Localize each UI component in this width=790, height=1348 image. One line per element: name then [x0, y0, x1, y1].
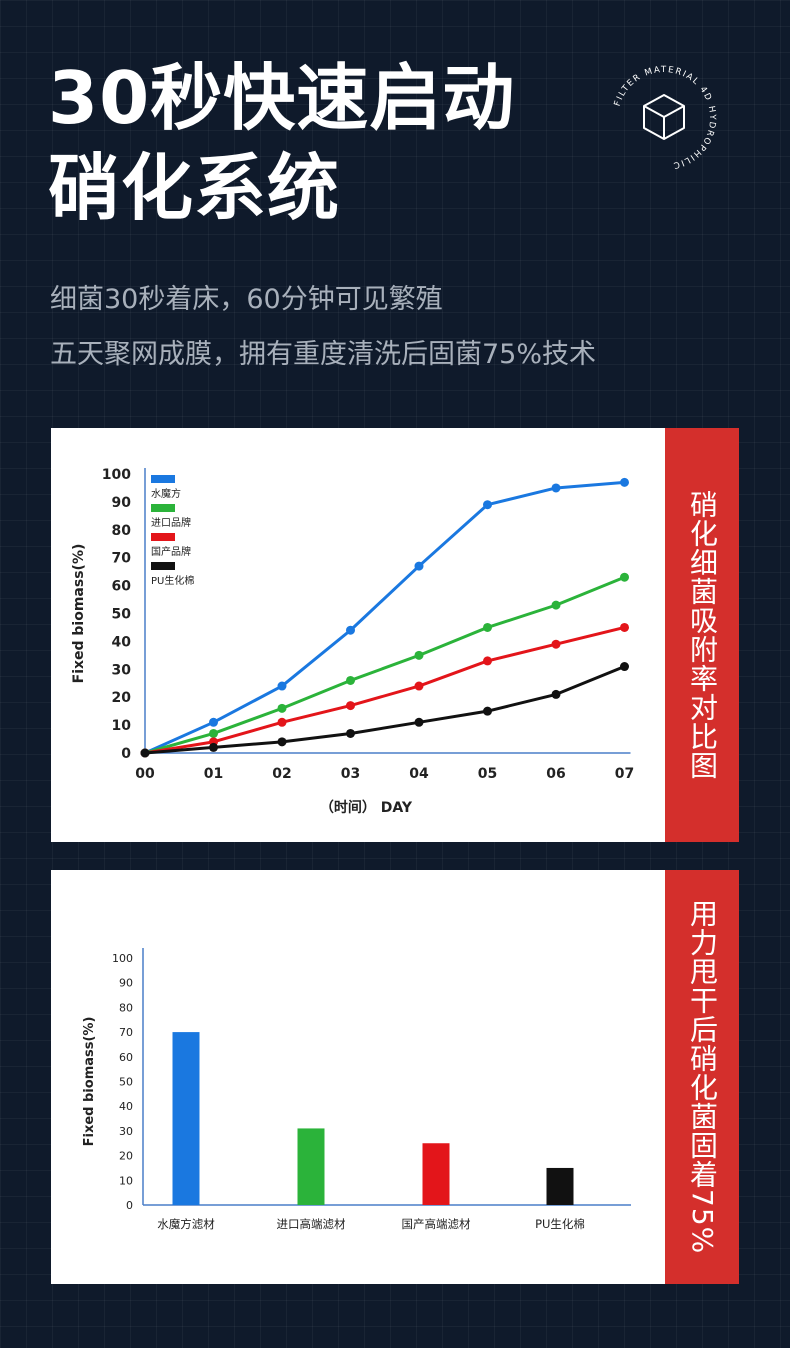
legend-swatch-4: [151, 562, 175, 570]
line-chart-panel: 0 10 20 30 40 50 60 70 80 90 100 00 01 02 03 04 05 06 07 Fi…: [51, 428, 665, 842]
bar-3: [422, 1143, 450, 1205]
subtitle-line1: 细菌30秒着床，60分钟可见繁殖: [50, 284, 443, 315]
line-chart-side-label-bar: 硝化细菌吸附率对比图: [665, 428, 739, 842]
legend-swatch-2: [151, 504, 175, 512]
legend-label-1: 水魔方: [151, 487, 181, 500]
data-point: [414, 650, 424, 660]
x-tick-label: 02: [272, 766, 291, 782]
data-point: [346, 728, 355, 738]
data-point: [277, 703, 287, 713]
data-point: [277, 717, 287, 727]
data-point: [277, 681, 287, 691]
y-axis-label: Fixed biomass(%): [82, 1017, 97, 1147]
data-point: [277, 737, 287, 747]
cube-icon: [643, 94, 685, 140]
y-tick-label: 0: [121, 746, 131, 762]
legend-label-4: PU生化棉: [151, 574, 194, 587]
y-tick-label: 40: [119, 1100, 133, 1113]
data-point: [483, 656, 492, 666]
data-point: [551, 600, 561, 610]
legend-label-3: 国产品牌: [151, 545, 191, 558]
y-tick-label: 20: [119, 1150, 133, 1163]
x-tick-label: 05: [478, 766, 497, 782]
data-point: [620, 662, 629, 672]
y-tick-label: 30: [119, 1125, 133, 1138]
y-tick-label: 20: [112, 690, 132, 706]
x-axis-label: （时间） DAY: [320, 799, 413, 816]
y-tick-label: 100: [102, 467, 131, 483]
y-tick-label: 50: [112, 607, 132, 623]
y-tick-label: 30: [112, 662, 132, 678]
data-point: [620, 622, 629, 632]
data-point: [140, 748, 150, 758]
data-point: [209, 742, 218, 752]
series-line-2: [144, 575, 626, 755]
legend-swatch-3: [151, 533, 175, 541]
line-chart: 0 10 20 30 40 50 60 70 80 90 100 00 01 02 03 04 05 06 07 Fi…: [71, 467, 634, 816]
data-point: [620, 477, 629, 487]
bar-4: [546, 1167, 574, 1205]
y-tick-label: 90: [119, 977, 133, 990]
series-line-1: [144, 480, 625, 755]
x-tick-label: 04: [409, 766, 429, 782]
data-point: [551, 689, 561, 699]
data-point: [551, 483, 561, 493]
data-point: [483, 500, 492, 510]
page-title-line1: 30秒快速启动: [48, 56, 516, 140]
legend-label-2: 进口品牌: [151, 516, 191, 529]
category-label-1: 水魔方滤材: [157, 1217, 215, 1231]
y-tick-label: 60: [112, 579, 132, 595]
bar-chart: 0 10 20 30 40 50 60 70 80 90 100 Fixed biomass(%) 水魔…: [82, 948, 631, 1231]
y-tick-label: 90: [112, 495, 132, 511]
category-label-4: PU生化棉: [535, 1217, 585, 1231]
x-tick-label: 06: [546, 766, 565, 782]
y-tick-label: 0: [126, 1199, 133, 1212]
y-axis-label: Fixed biomass(%): [71, 544, 87, 684]
category-label-2: 进口高端滤材: [277, 1217, 346, 1231]
data-point: [551, 639, 561, 649]
bar-chart-side-label: 用力甩干后硝化菌固着75%: [686, 899, 719, 1255]
data-point: [483, 706, 492, 716]
x-tick-label: 07: [615, 766, 634, 782]
page-title-line2: 硝化系统: [48, 146, 341, 230]
x-tick-label: 00: [135, 766, 155, 782]
y-tick-label: 70: [112, 551, 132, 567]
series-line-4: [144, 665, 626, 755]
bar-1: [172, 1032, 200, 1205]
bar-chart-panel: 0 10 20 30 40 50 60 70 80 90 100 Fixed biomass(%) 水魔…: [51, 870, 665, 1284]
y-tick-label: 40: [112, 634, 132, 650]
data-point: [620, 572, 629, 582]
y-tick-label: 10: [119, 1174, 133, 1187]
data-point: [414, 717, 424, 727]
subtitle-line2: 五天聚网成膜，拥有重度清洗后固菌75%技术: [50, 339, 597, 370]
data-point: [209, 717, 218, 727]
data-point: [346, 625, 355, 635]
category-label-3: 国产高端滤材: [402, 1217, 471, 1231]
data-point: [483, 622, 492, 632]
filter-material-badge: FILTER MATERIAL 4D HYDROPHILIC: [613, 65, 716, 170]
y-tick-label: 70: [119, 1026, 133, 1039]
x-tick-label: 01: [204, 766, 223, 782]
legend-swatch-1: [151, 475, 175, 483]
line-chart-side-label: 硝化细菌吸附率对比图: [686, 490, 719, 780]
y-tick-label: 10: [112, 718, 132, 734]
series-line-3: [144, 625, 625, 755]
data-point: [414, 681, 424, 691]
bar-chart-side-label-bar: 用力甩干后硝化菌固着75%: [665, 870, 739, 1284]
data-point: [346, 701, 355, 711]
y-tick-label: 80: [119, 1001, 133, 1014]
x-tick-label: 03: [341, 766, 360, 782]
data-point: [346, 675, 355, 685]
y-tick-label: 60: [119, 1051, 133, 1064]
y-tick-label: 80: [112, 523, 132, 539]
data-point: [209, 728, 218, 738]
y-tick-label: 100: [112, 952, 133, 965]
data-point: [414, 561, 424, 571]
y-tick-label: 50: [119, 1076, 133, 1089]
bar-2: [297, 1128, 325, 1205]
